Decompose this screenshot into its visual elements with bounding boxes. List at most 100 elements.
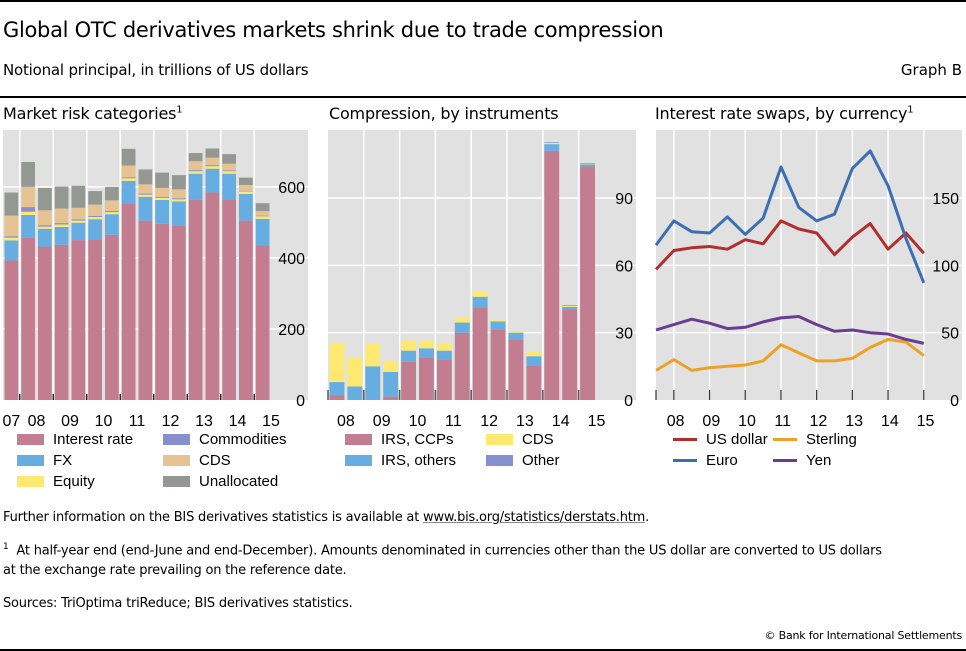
bar-segment-commodities (21, 207, 35, 212)
bar-segment-cds (365, 343, 381, 367)
y-tick-label: 60 (615, 258, 633, 275)
bar-segment-equity (239, 191, 253, 194)
bar-segment-unallocated (54, 186, 69, 209)
bar-segment-fx (138, 196, 153, 221)
legend-color-swatch (17, 433, 44, 445)
derstats-link[interactable]: www.bis.org/statistics/derstats.htm (423, 510, 646, 525)
legend-item-cds: CDS (486, 430, 554, 450)
bar-segment-other (544, 142, 560, 144)
bar-segment-fx (105, 214, 119, 235)
bar-segment-fx (172, 201, 186, 226)
legend-label: Euro (706, 452, 738, 469)
legend-label: Interest rate (53, 431, 134, 448)
x-tick-label: 12 (810, 413, 828, 428)
legend-item-equity: Equity (17, 472, 95, 492)
legend-item-cds: CDS (163, 451, 231, 471)
bar-segment-irs-others (562, 306, 578, 310)
info-note: Further information on the BIS derivativ… (3, 510, 649, 525)
x-tick-label: 13 (195, 413, 213, 428)
bar-segment-interest-rate (138, 220, 153, 400)
legend-item-commodities: Commodities (163, 430, 287, 450)
x-tick-label: 13 (845, 413, 863, 428)
bar-segment-cds (490, 319, 506, 322)
bar-segment-commodities (54, 223, 69, 225)
bar-segment-cds (329, 342, 345, 383)
bar-segment-fx (4, 240, 19, 261)
x-tick-label: 11 (445, 413, 462, 428)
bar-segment-unallocated (188, 153, 203, 162)
panel-title-compression: Compression, by instruments (329, 104, 559, 123)
bar-segment-commodities (239, 190, 253, 192)
bar-segment-irs-ccps (454, 332, 470, 400)
bar-segment-unallocated (71, 185, 86, 208)
bar-segment-cds (347, 357, 363, 387)
y-tick-label: 150 (932, 191, 959, 208)
y-tick-label: 100 (932, 258, 959, 275)
bar-segment-interest-rate (172, 225, 186, 400)
line-us-dollar (654, 219, 925, 271)
y-tick-label: 90 (615, 191, 633, 208)
bar-segment-interest-rate (105, 234, 119, 400)
bar-segment-interest-rate (71, 240, 86, 400)
panel-title-text: Interest rate swaps, by currency (655, 104, 908, 123)
bar-segment-irs-ccps (419, 357, 434, 400)
legend-item-irs-ccps: IRS, CCPs (345, 430, 454, 450)
bar-segment-interest-rate (38, 246, 52, 400)
bar-segment-cds (138, 184, 153, 194)
bar-segment-cds (54, 208, 69, 224)
bar-segment-unallocated (121, 148, 136, 166)
bar-segment-equity (205, 166, 220, 169)
bar-segment-irs-others (454, 322, 470, 333)
bar-segment-interest-rate (121, 203, 136, 400)
bar-segment-commodities (4, 236, 19, 238)
bar-segment-irs-others (347, 386, 363, 400)
bar-segment-cds (105, 200, 119, 211)
bar-segment-irs-ccps (562, 309, 578, 400)
legend-line-swatch (773, 458, 797, 462)
bar-segment-irs-ccps (580, 166, 595, 400)
legend-color-swatch (486, 454, 513, 466)
bar-segment-irs-others (383, 371, 399, 397)
bar-segment-cds (205, 157, 220, 166)
bar-segment-irs-ccps (508, 339, 524, 400)
bar-segment-fx (205, 168, 220, 193)
panel-title-text: Market risk categories (3, 104, 177, 123)
bar-segment-cds (472, 291, 488, 297)
bar-segment-cds (508, 331, 524, 333)
bar-segment-irs-others (472, 296, 488, 308)
bar-segment-equity (105, 212, 119, 215)
x-tick-label: 12 (162, 413, 180, 428)
bar-segment-unallocated (155, 172, 169, 188)
bar-segment-commodities (155, 196, 169, 198)
legend-item-yen: Yen (773, 451, 831, 471)
bar-segment-cds (21, 186, 35, 208)
bar-segment-unallocated (172, 175, 186, 190)
bar-segment-cds (155, 187, 169, 197)
bar-segment-fx (71, 222, 86, 241)
legend-label: Equity (53, 473, 95, 490)
x-tick-label: 14 (552, 413, 570, 428)
bar-segment-fx (188, 173, 203, 200)
bar-segment-commodities (222, 170, 236, 172)
x-tick-label: 09 (61, 413, 79, 428)
bar-segment-irs-ccps (329, 395, 345, 400)
y-tick-label: 0 (296, 393, 305, 410)
x-tick-label: 09 (373, 413, 391, 428)
legend-color-swatch (345, 433, 372, 445)
bar-segment-irs-others (436, 350, 452, 360)
legend-label: IRS, CCPs (381, 431, 454, 448)
bar-segment-other (580, 162, 595, 164)
bar-segment-unallocated (21, 161, 35, 187)
bar-segment-equity (88, 217, 102, 220)
bar-segment-commodities (172, 198, 186, 200)
bar-segment-equity (121, 178, 136, 181)
bar-segment-cds (222, 163, 236, 171)
y-tick-label: 200 (278, 322, 305, 339)
legend-line-swatch (673, 437, 697, 441)
sources-note: Sources: TriOptima triReduce; BIS deriva… (3, 596, 353, 611)
bar-segment-interest-rate (188, 199, 203, 400)
bar-segment-irs-others (508, 332, 524, 340)
bar-segment-equity (54, 224, 69, 227)
legend-label: CDS (522, 431, 554, 448)
legend-line-swatch (773, 437, 797, 441)
